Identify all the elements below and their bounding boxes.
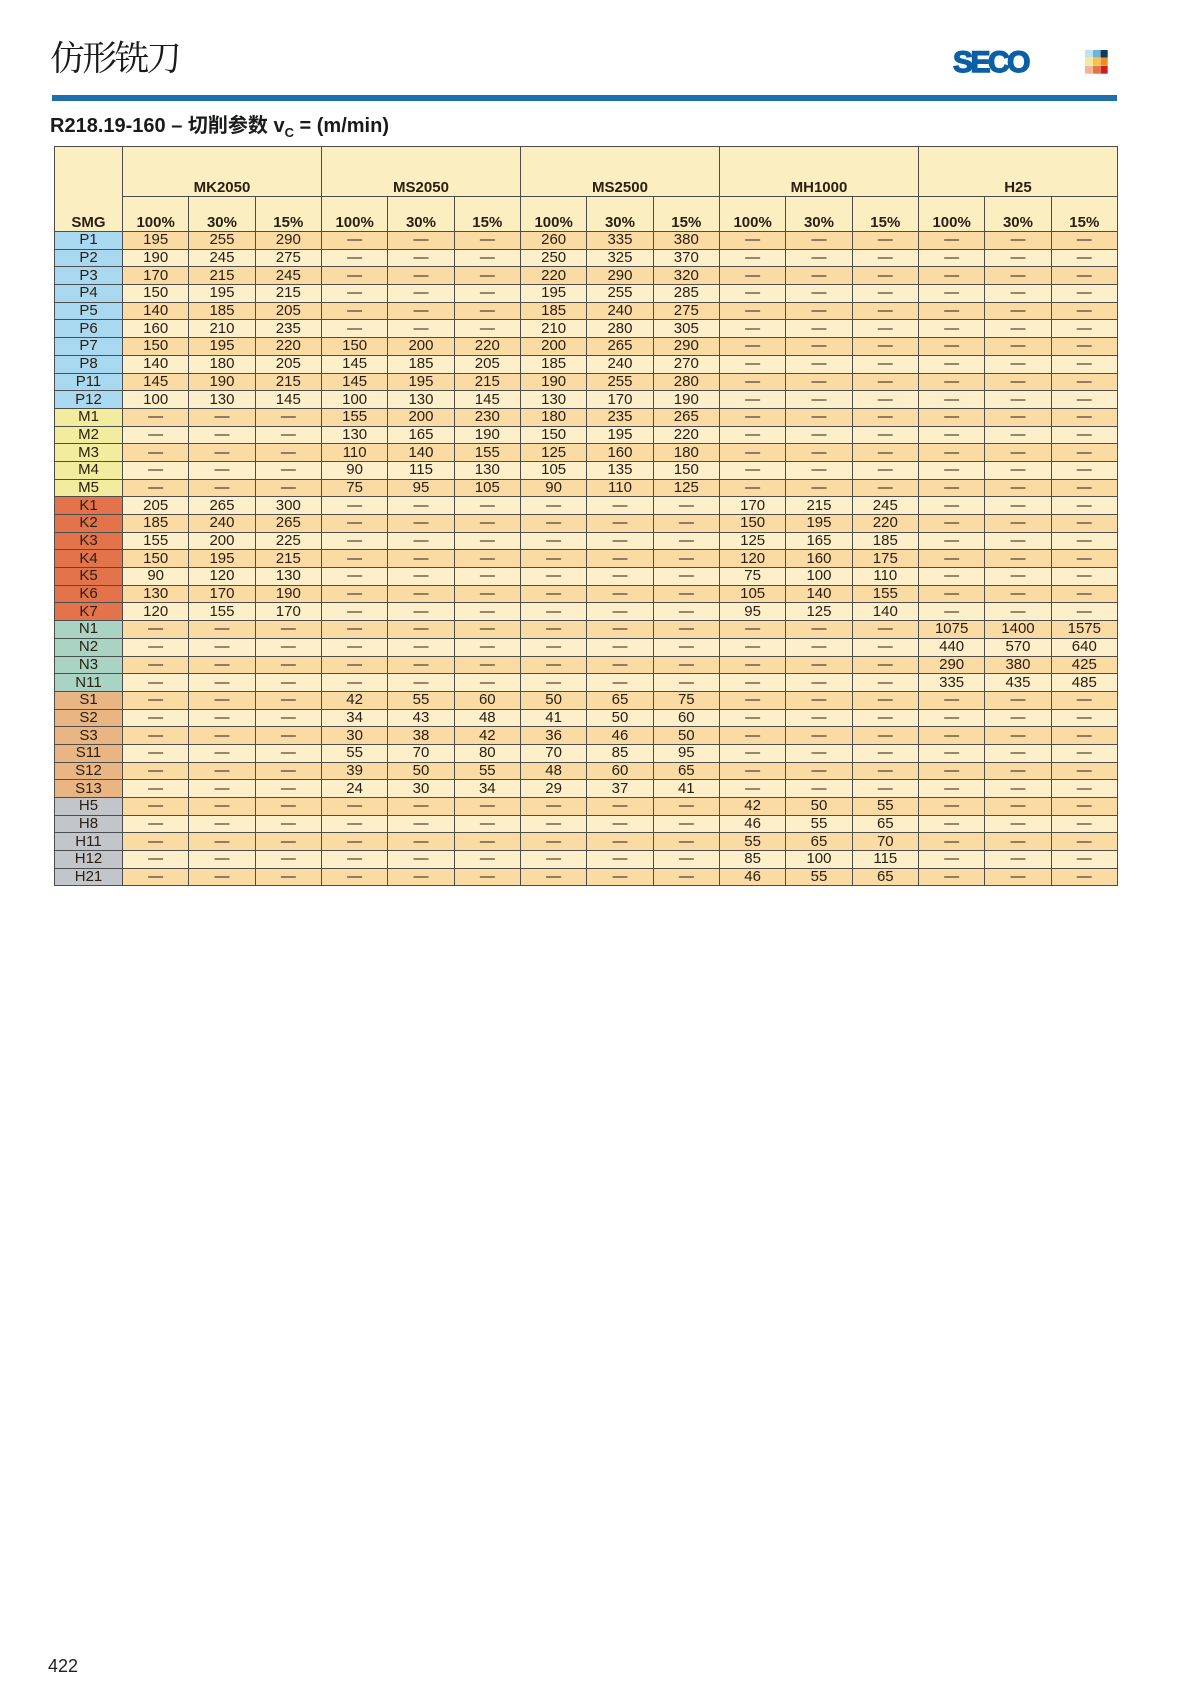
svg-text:SECO: SECO: [953, 48, 1030, 78]
